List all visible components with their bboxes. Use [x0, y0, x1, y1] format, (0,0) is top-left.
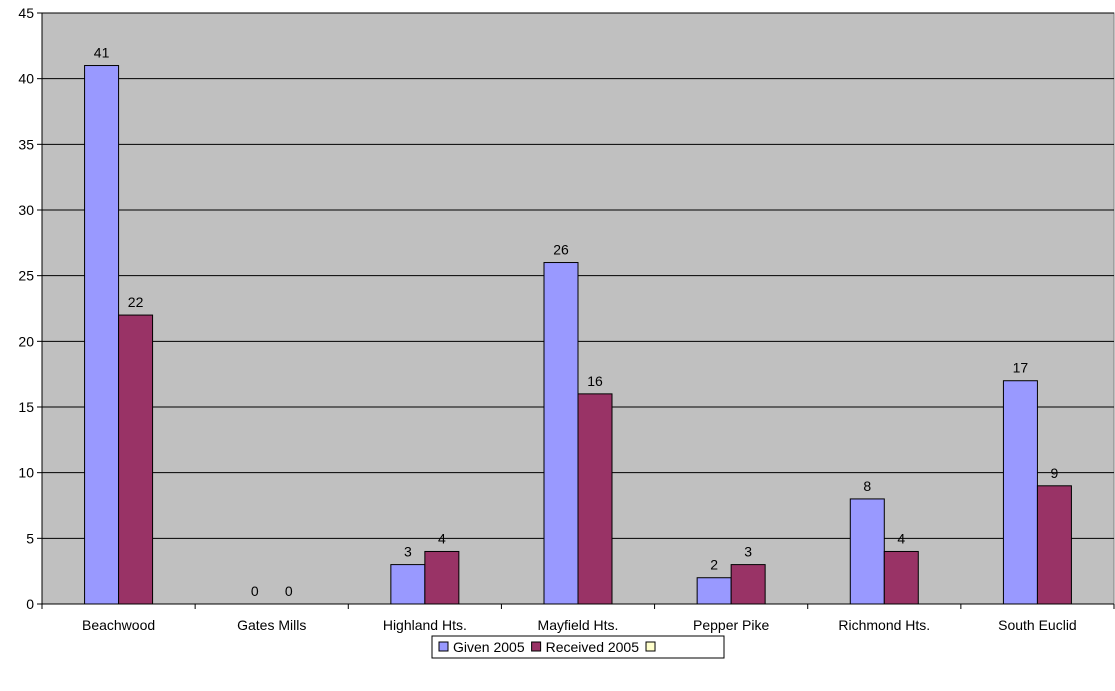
legend-label: Given 2005	[453, 639, 525, 655]
y-tick-label: 40	[18, 71, 34, 87]
bar-received-2005	[118, 314, 154, 605]
y-tick-label: 25	[18, 268, 34, 284]
x-tick-label: Pepper Pike	[693, 617, 769, 633]
y-tick-label: 15	[18, 399, 34, 415]
data-label: 41	[94, 45, 110, 61]
x-tick-label: Beachwood	[82, 617, 155, 633]
bar-given-2005	[849, 498, 885, 605]
bar-received-2005	[577, 393, 613, 605]
bar-received-2005	[883, 550, 919, 605]
y-tick-label: 45	[18, 5, 34, 21]
data-label: 3	[404, 544, 412, 560]
x-tick-label: Gates Mills	[237, 617, 306, 633]
bar-given-2005	[696, 577, 732, 605]
y-tick-label: 35	[18, 136, 34, 152]
bar-received-2005	[730, 564, 766, 605]
y-tick-label: 5	[26, 530, 34, 546]
data-label: 3	[744, 544, 752, 560]
x-tick-label: Mayfield Hts.	[538, 617, 619, 633]
bar-received-2005	[424, 550, 460, 605]
bar-given-2005	[84, 65, 120, 605]
data-label: 4	[897, 530, 905, 546]
legend-swatch	[438, 641, 449, 652]
x-tick-label: Richmond Hts.	[838, 617, 930, 633]
data-label: 2	[710, 557, 718, 573]
data-label: 26	[553, 242, 569, 258]
data-label: 8	[863, 478, 871, 494]
data-label: 9	[1051, 465, 1059, 481]
y-tick-label: 30	[18, 202, 34, 218]
legend-swatch	[645, 641, 656, 652]
legend-swatch	[531, 641, 542, 652]
y-tick-label: 0	[26, 596, 34, 612]
bar-given-2005	[1002, 380, 1038, 605]
x-tick-label: Highland Hts.	[383, 617, 467, 633]
data-label: 4	[438, 530, 446, 546]
data-label: 0	[251, 583, 259, 599]
data-label: 17	[1013, 360, 1029, 376]
bar-received-2005	[1036, 485, 1072, 605]
data-label: 22	[128, 294, 144, 310]
y-tick-label: 10	[18, 465, 34, 481]
bar-given-2005	[543, 262, 579, 605]
bar-given-2005	[390, 564, 426, 605]
data-label: 0	[285, 583, 293, 599]
y-tick-label: 20	[18, 333, 34, 349]
data-label: 16	[587, 373, 603, 389]
legend-label: Received 2005	[546, 639, 640, 655]
x-tick-label: South Euclid	[998, 617, 1077, 633]
